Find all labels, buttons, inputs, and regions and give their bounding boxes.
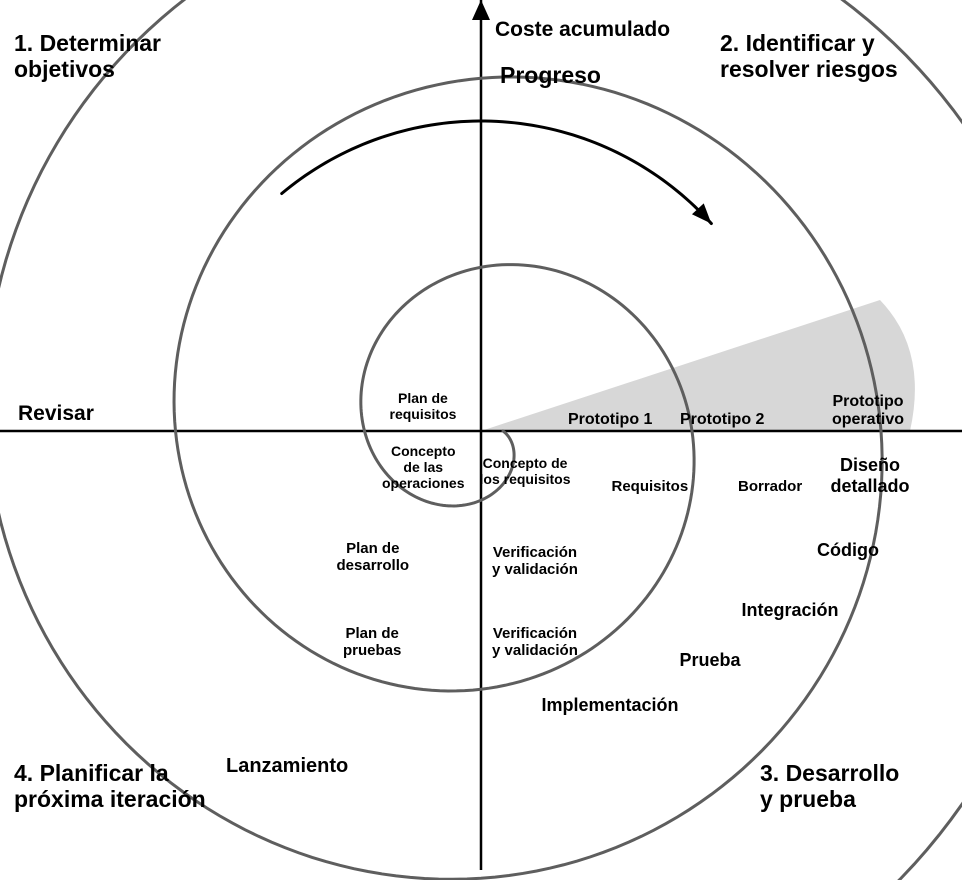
inner-label-requisitos: Requisitos bbox=[612, 478, 689, 495]
inner-label-integ: Integración bbox=[742, 600, 839, 621]
inner-label-proto1: Prototipo 1 bbox=[568, 411, 652, 429]
inner-label-con_ops: Concepto de las operaciones bbox=[382, 443, 464, 491]
diagram-svg bbox=[0, 0, 962, 880]
axis-label-left: Revisar bbox=[18, 402, 94, 426]
axis-label-prog: Progreso bbox=[500, 62, 601, 88]
inner-label-proto_op: Prototipo operativo bbox=[832, 393, 904, 430]
inner-label-borrador: Borrador bbox=[738, 478, 802, 495]
inner-label-plan_des: Plan de desarrollo bbox=[337, 540, 410, 575]
inner-label-proto2: Prototipo 2 bbox=[680, 411, 764, 429]
axis-label-top: Coste acumulado bbox=[495, 18, 670, 42]
quadrant-label-q1: 1. Determinar objetivos bbox=[14, 30, 161, 83]
inner-label-prueba: Prueba bbox=[680, 650, 741, 671]
inner-label-plan_pru: Plan de pruebas bbox=[343, 625, 401, 660]
progress-arc bbox=[282, 121, 712, 224]
y-axis-arrow bbox=[472, 0, 490, 20]
quadrant-label-q4: 4. Planificar la próxima iteración bbox=[14, 760, 206, 813]
spiral-model-diagram: Coste acumulado Progreso Revisar Lanzamient… bbox=[0, 0, 962, 880]
inner-label-impl: Implementación bbox=[542, 695, 679, 716]
axis-label-launch: Lanzamiento bbox=[226, 755, 348, 778]
inner-label-vv2: Verificación y validación bbox=[492, 625, 578, 660]
inner-label-vv1: Verificación y validación bbox=[492, 544, 578, 579]
inner-label-dis_det: Diseño detallado bbox=[831, 455, 910, 496]
inner-label-plan_req: Plan de requisitos bbox=[390, 390, 457, 422]
inner-label-codigo: Código bbox=[817, 540, 879, 561]
inner-label-con_req: Concepto de los requisitos bbox=[480, 455, 571, 487]
quadrant-label-q2: 2. Identificar y resolver riesgos bbox=[720, 30, 898, 83]
quadrant-label-q3: 3. Desarrollo y prueba bbox=[760, 760, 899, 813]
